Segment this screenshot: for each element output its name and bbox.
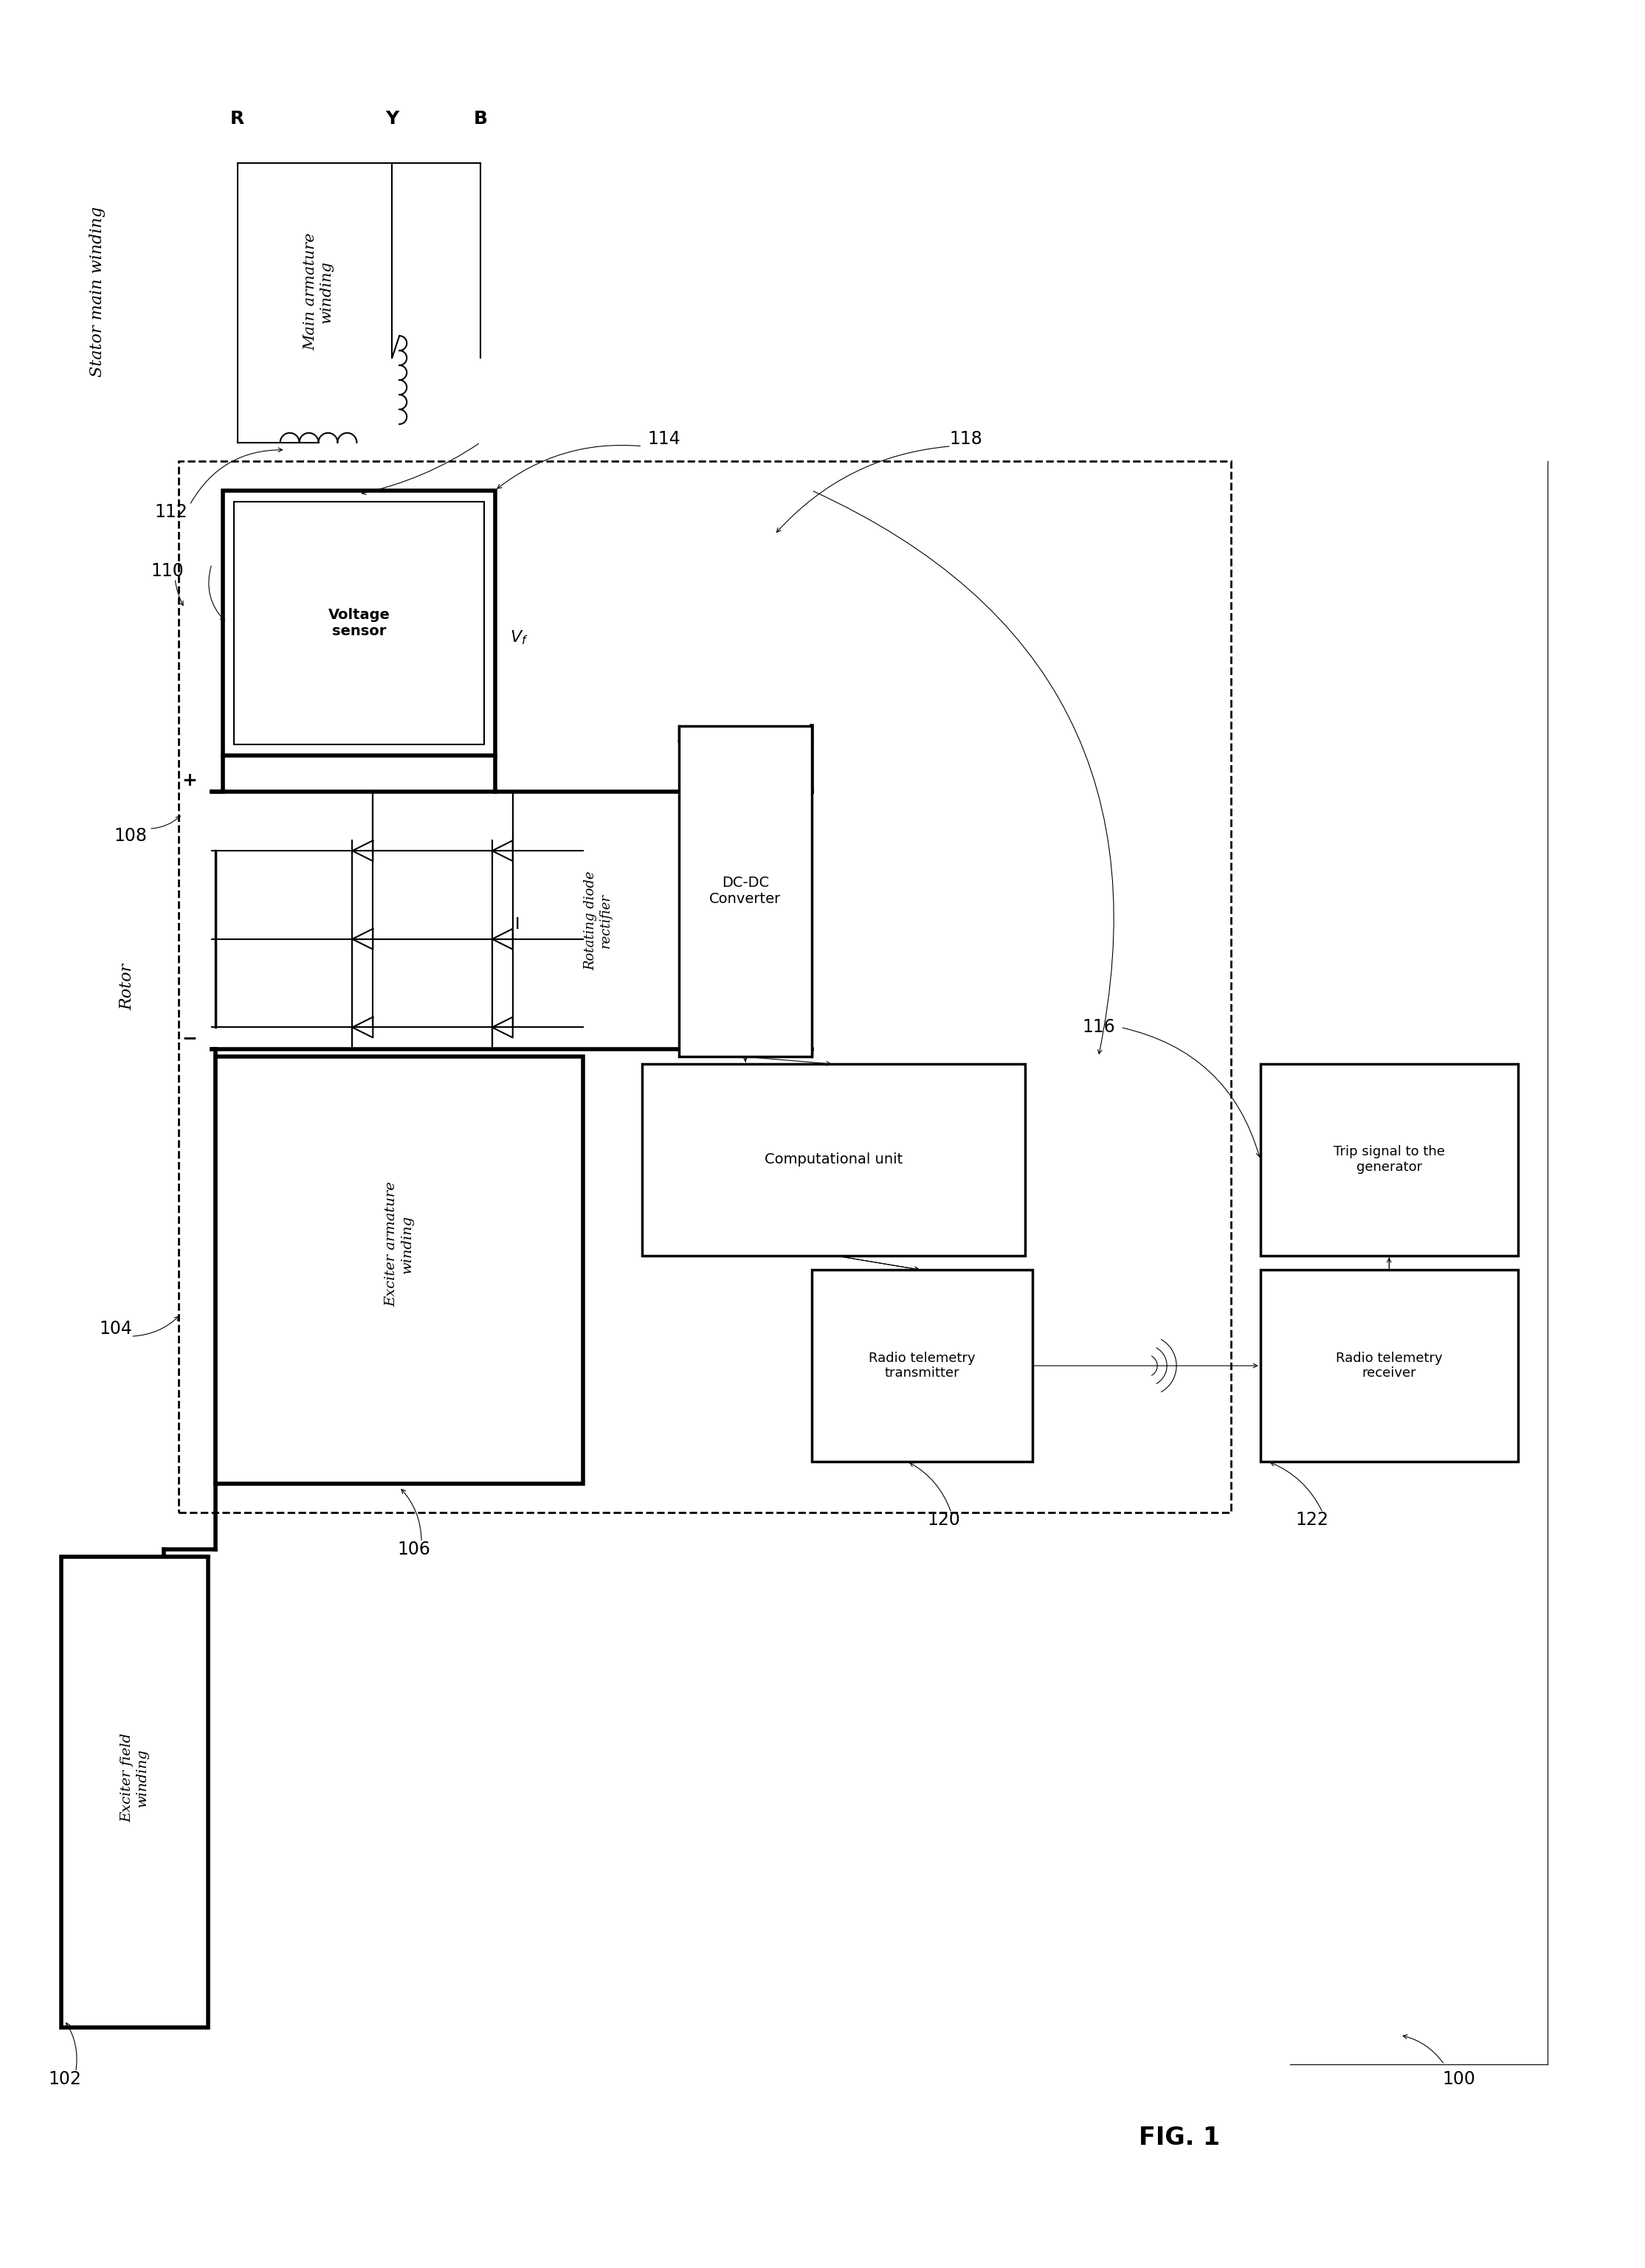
Text: FIG. 1: FIG. 1 xyxy=(1138,2125,1221,2150)
Bar xyxy=(61,1558,207,2028)
Text: −: − xyxy=(183,1030,197,1048)
Bar xyxy=(1260,1064,1518,1256)
Text: Computational unit: Computational unit xyxy=(765,1152,903,1166)
Text: Voltage
sensor: Voltage sensor xyxy=(327,608,390,637)
Text: +: + xyxy=(183,771,197,789)
Text: Rotating diode
rectifier: Rotating diode rectifier xyxy=(584,871,612,971)
Text: Y: Y xyxy=(385,109,398,127)
Bar xyxy=(222,490,495,755)
Text: 104: 104 xyxy=(100,1320,133,1338)
Bar xyxy=(215,1057,584,1483)
Text: 118: 118 xyxy=(949,431,982,447)
Text: 116: 116 xyxy=(1082,1018,1115,1036)
Text: $V_f$: $V_f$ xyxy=(510,628,528,646)
Text: 100: 100 xyxy=(1443,2071,1476,2089)
Text: 122: 122 xyxy=(1295,1510,1329,1529)
Text: 114: 114 xyxy=(648,431,681,447)
Text: Exciter field
winding: Exciter field winding xyxy=(120,1733,148,1823)
Bar xyxy=(642,1064,1025,1256)
Bar xyxy=(234,501,484,744)
Text: Exciter armature
winding: Exciter armature winding xyxy=(385,1182,413,1306)
Text: 108: 108 xyxy=(114,828,148,846)
Text: 112: 112 xyxy=(155,503,188,522)
Text: DC-DC
Converter: DC-DC Converter xyxy=(709,875,781,907)
Text: Rotor: Rotor xyxy=(118,964,135,1009)
Text: 110: 110 xyxy=(151,562,184,581)
Text: Stator main winding: Stator main winding xyxy=(89,206,105,376)
Text: 106: 106 xyxy=(398,1540,431,1558)
Bar xyxy=(811,1270,1031,1461)
Bar xyxy=(679,726,811,1057)
Text: Radio telemetry
receiver: Radio telemetry receiver xyxy=(1336,1352,1443,1379)
Text: R: R xyxy=(230,109,245,127)
Text: Radio telemetry
transmitter: Radio telemetry transmitter xyxy=(869,1352,975,1379)
Text: B: B xyxy=(474,109,487,127)
Text: Trip signal to the
generator: Trip signal to the generator xyxy=(1334,1145,1444,1175)
Bar xyxy=(179,460,1230,1513)
Text: 120: 120 xyxy=(928,1510,961,1529)
Text: I: I xyxy=(515,916,520,932)
Text: 102: 102 xyxy=(48,2071,81,2089)
Bar xyxy=(1260,1270,1518,1461)
Text: Main armature
winding: Main armature winding xyxy=(303,234,334,352)
